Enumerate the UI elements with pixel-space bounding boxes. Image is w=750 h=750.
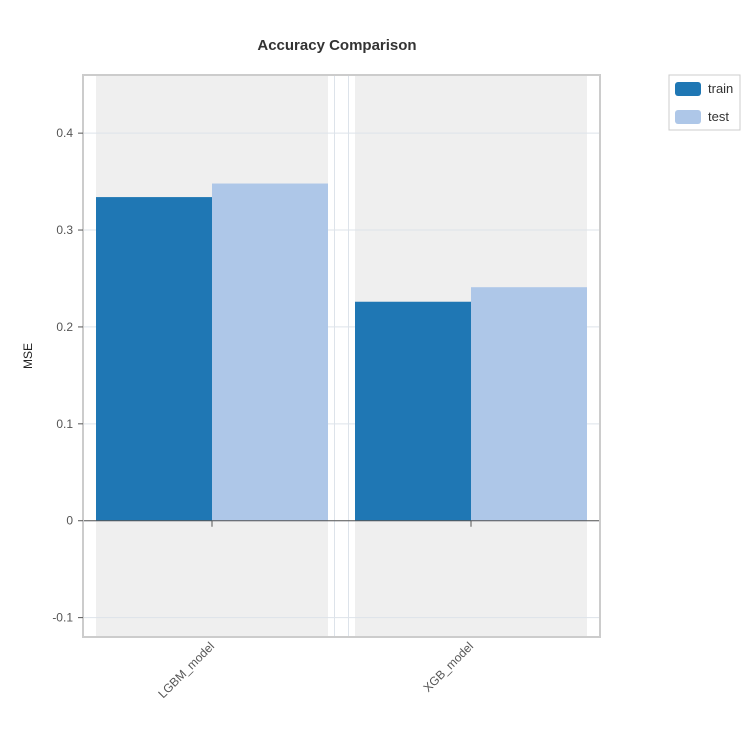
legend-swatch-train[interactable] xyxy=(675,82,701,96)
plot-border xyxy=(82,74,601,638)
legend-label-train[interactable]: train xyxy=(708,81,733,96)
bar-train-XGB_model[interactable] xyxy=(355,301,471,521)
bar-train-LGBM_model[interactable] xyxy=(96,197,212,521)
y-tick-label: 0.4 xyxy=(56,126,73,140)
legend-label-test[interactable]: test xyxy=(708,109,729,124)
x-tick-label: LGBM_model xyxy=(155,639,217,701)
y-tick-label: 0 xyxy=(66,514,73,528)
legend[interactable]: train test xyxy=(668,74,741,131)
x-tick-label: XGB_model xyxy=(420,639,476,695)
y-axis-label: MSE xyxy=(21,343,35,369)
chart-title: Accuracy Comparison xyxy=(257,37,416,54)
legend-swatch-test[interactable] xyxy=(675,110,701,124)
y-tick-label: 0.3 xyxy=(56,223,73,237)
plot-area: -0.1 0 0.1 0.2 0.3 0.4 LGBM_model XGB_model xyxy=(52,74,601,701)
bar-test-XGB_model[interactable] xyxy=(471,287,587,521)
y-tick-label: 0.2 xyxy=(56,320,73,334)
y-tick-label: 0.1 xyxy=(56,417,73,431)
y-tick-label: -0.1 xyxy=(52,611,73,625)
bar-test-LGBM_model[interactable] xyxy=(212,183,328,521)
